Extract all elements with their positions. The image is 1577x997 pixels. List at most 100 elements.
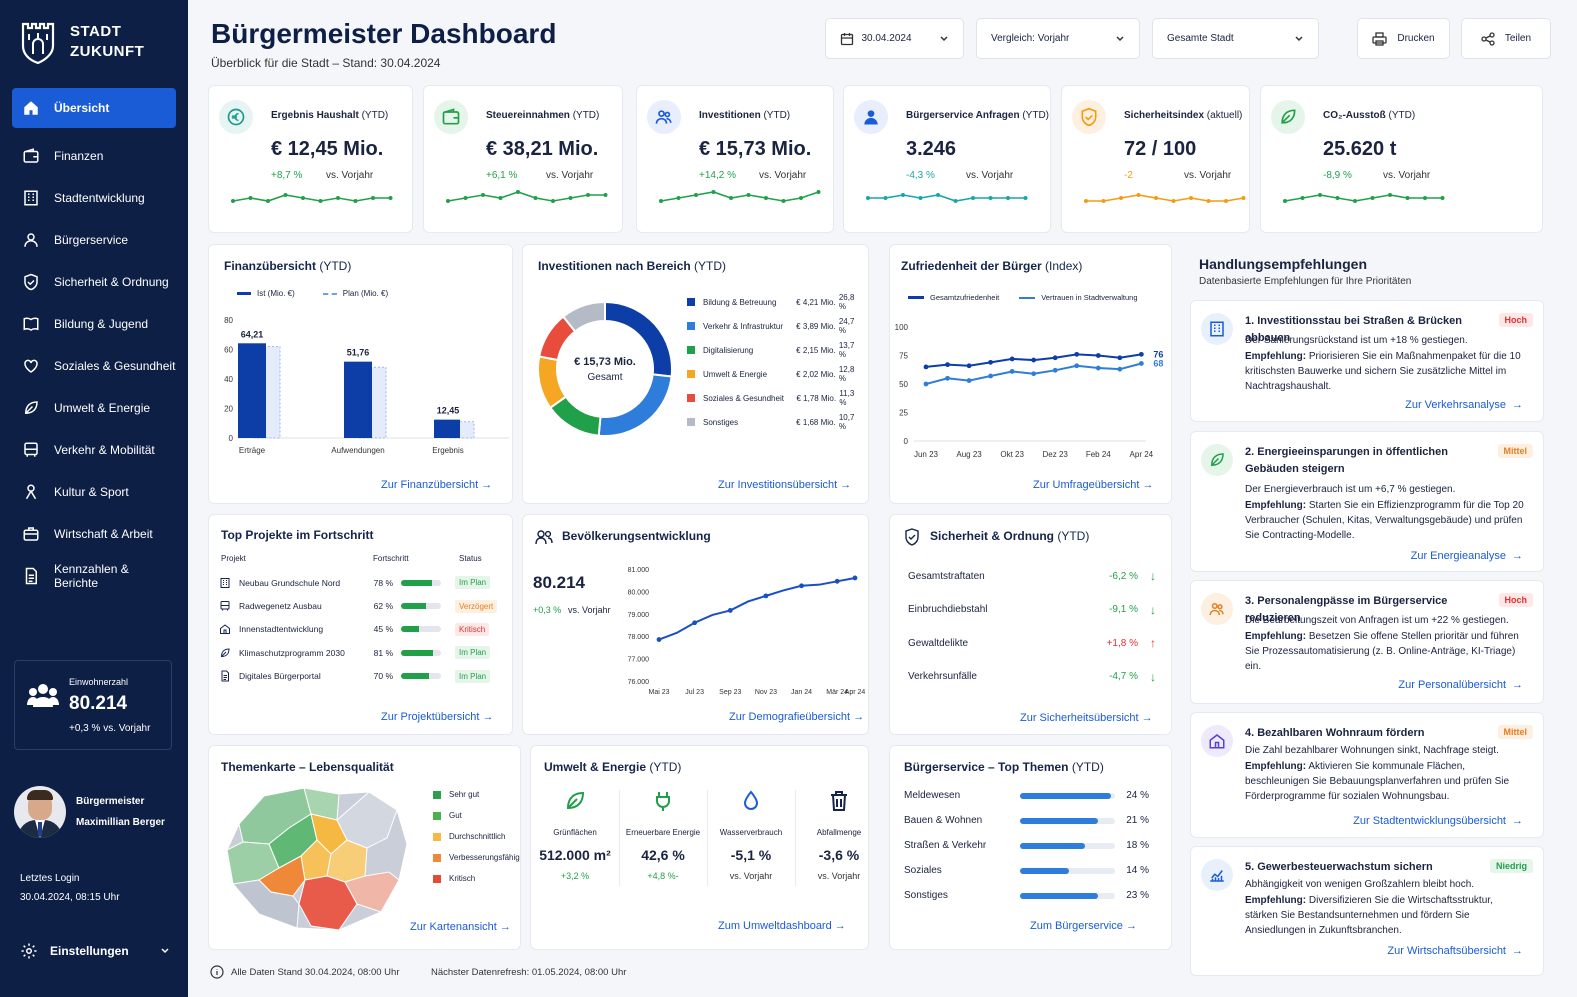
sparkline-point [353, 199, 358, 203]
security-link[interactable]: Zur Sicherheitsübersicht → [1020, 712, 1153, 724]
kpi-card[interactable]: Ergebnis Haushalt (YTD) € 12,45 Mio. +8,7 … [208, 85, 413, 233]
building-icon [1210, 321, 1224, 337]
area-select[interactable]: Gesamte Stadt [1152, 18, 1319, 59]
users-icon [24, 233, 38, 247]
environment-value: -5,1 % [730, 847, 772, 863]
project-row[interactable]: Innenstadtentwicklung 45 % Kritisch [219, 618, 509, 641]
finance-legend: Ist (Mio. €) Plan (Mio. €) [237, 289, 388, 298]
citizen-topic-row: Bauen & Wohnen 21 % [904, 815, 1149, 826]
map-legend-item: Verbesserungsfähig [433, 847, 520, 868]
population-point [834, 578, 840, 584]
invest-item-label: Sonstiges [703, 417, 739, 427]
citizen-topic-fill [1020, 892, 1098, 899]
recommendation-link[interactable]: Zur Wirtschaftsübersicht → [1387, 945, 1523, 957]
kpi-card[interactable]: Sicherheitsindex (aktuell) 72 / 100 -2 vs. … [1061, 85, 1250, 233]
sidebar-item-verkehr-mobilität[interactable]: Verkehr & Mobilität [12, 430, 176, 470]
invest-legend-item: Bildung & Betreuung € 4,21 Mio. 26,8 % [687, 290, 863, 314]
recommendation-card[interactable]: 5. Gewerbesteuerwachstum sichern Niedrig A… [1190, 846, 1544, 976]
recommendation-card[interactable]: 2. Energieeinsparungen in öffentlichen G… [1190, 431, 1544, 572]
recommendations-title: Handlungsempfehlungen [1199, 256, 1367, 272]
compare-select-value: Vergleich: Vorjahr [991, 33, 1070, 44]
compare-select[interactable]: Vergleich: Vorjahr [976, 18, 1140, 59]
sidebar-item-finanzen[interactable]: Finanzen [12, 136, 176, 176]
print-button[interactable]: Drucken [1357, 18, 1450, 59]
population-link[interactable]: Zur Demografieübersicht → [729, 711, 864, 723]
project-progress-bar [401, 579, 441, 586]
population-value: 80.214 [69, 693, 128, 714]
recommendation-card[interactable]: 3. Personalengpässe im Bürgerservice red… [1190, 580, 1544, 704]
arrow-down-icon: ↓ [1150, 602, 1156, 617]
recommendation-link-text: Zur Stadtentwicklungsübersicht [1353, 815, 1506, 827]
sidebar-item-kennzahlen-berichte[interactable]: Kennzahlen & Berichte [12, 556, 176, 596]
project-pct: 70 % [373, 671, 393, 682]
arrow-right-icon: → [1141, 712, 1153, 724]
people-icon [27, 684, 59, 707]
y-tick-label: 75 [899, 352, 908, 361]
project-progress-fill [401, 603, 426, 610]
series-point [1138, 351, 1144, 357]
x-tick-label: Aufwendungen [331, 446, 384, 455]
recommendation-link[interactable]: Zur Energieanalyse → [1411, 550, 1523, 562]
recommendation-desc: Abhängigkeit von wenigen Großzahlern ble… [1245, 879, 1475, 890]
sidebar-item-stadtentwicklung[interactable]: Stadtentwicklung [12, 178, 176, 218]
recommendation-link[interactable]: Zur Stadtentwicklungsübersicht → [1353, 815, 1523, 827]
y-tick-label: 0 [229, 434, 234, 443]
kpi-card[interactable]: CO₂-Ausstoß (YTD) 25.620 t -8,9 % vs. Vorja… [1260, 85, 1543, 233]
invest-link[interactable]: Zur Investitionsübersicht → [718, 479, 851, 491]
sidebar-item-kultur-sport[interactable]: Kultur & Sport [12, 472, 176, 512]
recommendations-subtitle: Datenbasierte Empfehlungen für Ihre Prio… [1199, 276, 1412, 287]
environment-link[interactable]: Zum Umweltdashboard → [718, 920, 846, 932]
quality-map [226, 787, 408, 931]
recommendation-card[interactable]: 4. Bezahlbaren Wohnraum fördern Mittel Die… [1190, 712, 1544, 838]
map-card: Themenkarte – Lebensqualität Sehr gut Gut… [208, 745, 521, 950]
project-row[interactable]: Radwegenetz Ausbau 62 % Verzögert [219, 594, 509, 617]
environment-label: Grünflächen [553, 828, 597, 837]
legend-swatch [687, 370, 695, 378]
user-profile[interactable]: Bürgermeister Maximillian Berger [14, 786, 165, 838]
settings-button[interactable]: Einstellungen [20, 936, 170, 966]
security-card: Sicherheit & Ordnung (YTD) Gesamtstrafta… [889, 514, 1172, 735]
sidebar-item-umwelt-energie[interactable]: Umwelt & Energie [12, 388, 176, 428]
invest-item-pct: 13,7 % [838, 341, 855, 359]
date-select[interactable]: 30.04.2024 [825, 18, 964, 59]
sidebar-item-übersicht[interactable]: Übersicht [12, 88, 176, 128]
sidebar-item-bürgerservice[interactable]: Bürgerservice [12, 220, 176, 260]
invest-card: Investitionen nach Bereich (YTD) € 15,73… [522, 244, 869, 504]
recommendation-link[interactable]: Zur Personalübersicht → [1398, 679, 1523, 691]
share-button[interactable]: Teilen [1461, 18, 1551, 59]
security-row: Verkehrsunfälle -4,7 % ↓ [908, 670, 1158, 684]
citizen-topics-link-text: Zum Bürgerservice [1030, 920, 1123, 932]
kpi-card[interactable]: Bürgerservice Anfragen (YTD) 3.246 -4,3 % v… [843, 85, 1051, 233]
project-row[interactable]: Klimaschutzprogramm 2030 81 % Im Plan [219, 641, 509, 664]
recommendation-title: 3. Personalengpässe im Bürgerservice red… [1245, 595, 1448, 624]
project-row[interactable]: Digitales Bürgerportal 70 % Im Plan [219, 665, 509, 688]
culture-icon [25, 484, 37, 500]
recommendation-link[interactable]: Zur Verkehrsanalyse → [1405, 399, 1523, 411]
series-point [923, 381, 929, 387]
y-tick-label: 80.000 [628, 589, 650, 596]
satisfaction-link[interactable]: Zur Umfrageübersicht → [1033, 479, 1153, 491]
book-icon [23, 317, 39, 331]
project-row[interactable]: Neubau Grundschule Nord 78 % Im Plan [219, 571, 509, 594]
area-select-value: Gesamte Stadt [1167, 33, 1234, 44]
sidebar-item-soziales-gesundheit[interactable]: Soziales & Gesundheit [12, 346, 176, 386]
briefcase-icon [23, 527, 39, 541]
recommendation-body: Diversifizieren Sie die Wirtschaftsstruk… [1245, 895, 1493, 936]
y-tick-label: 25 [899, 409, 908, 418]
home-icon [24, 101, 38, 115]
sidebar-item-bildung-jugend[interactable]: Bildung & Jugend [12, 304, 176, 344]
recommendation-card[interactable]: 1. Investitionsstau bei Straßen & Brücke… [1190, 300, 1544, 422]
kpi-card[interactable]: Investitionen (YTD) € 15,73 Mio. +14,2 % vs… [636, 85, 834, 233]
environment-link-text: Zum Umweltdashboard [718, 920, 832, 932]
kpi-card[interactable]: Steuereinnahmen (YTD) € 38,21 Mio. +6,1 % v… [423, 85, 623, 233]
sidebar-item-sicherheit-ordnung[interactable]: Sicherheit & Ordnung [12, 262, 176, 302]
sidebar-item-wirtschaft-arbeit[interactable]: Wirtschaft & Arbeit [12, 514, 176, 554]
finance-link[interactable]: Zur Finanzübersicht → [381, 479, 492, 491]
satisfaction-card: Zufriedenheit der Bürger (Index) Gesamtz… [889, 244, 1172, 504]
map-link[interactable]: Zur Kartenansicht → [410, 921, 511, 933]
citizen-topics-link[interactable]: Zum Bürgerservice → [1030, 920, 1137, 932]
projects-link[interactable]: Zur Projektübersicht → [381, 711, 494, 723]
kpi-label: Bürgerservice Anfragen (YTD) [906, 110, 1049, 121]
y-tick-label: 20 [224, 405, 233, 414]
logo[interactable]: STADT ZUKUNFT [20, 20, 144, 64]
